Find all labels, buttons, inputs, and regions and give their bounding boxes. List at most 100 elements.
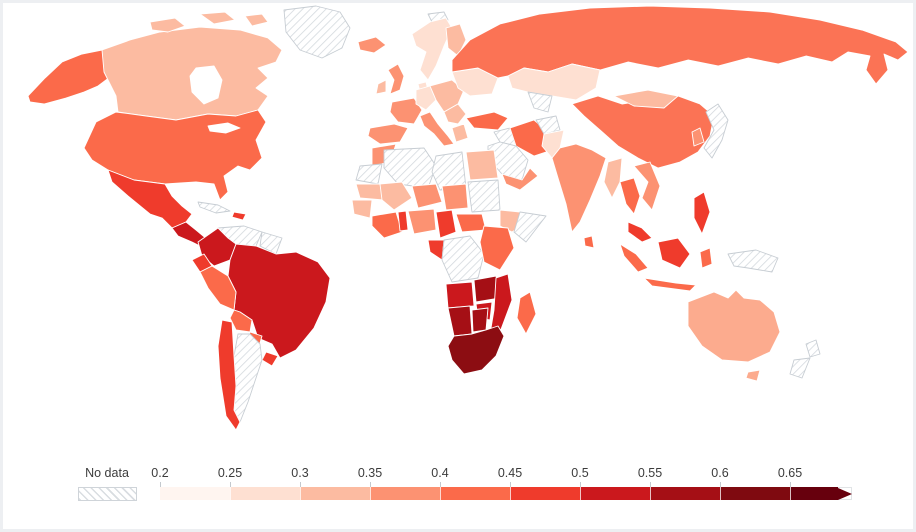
colorbar-tick-label: 0.4 bbox=[431, 466, 449, 480]
colorbar-tick-label: 0.65 bbox=[777, 466, 803, 480]
country-japan bbox=[703, 103, 729, 159]
country-italy bbox=[419, 111, 455, 147]
country-spain-portugal bbox=[367, 123, 409, 145]
colorbar-tick bbox=[230, 482, 231, 487]
country-papua-new-guinea bbox=[727, 249, 779, 273]
country-borneo bbox=[657, 237, 691, 269]
country-algeria bbox=[383, 147, 437, 189]
country-gabon-congo bbox=[427, 239, 445, 261]
country-south-africa bbox=[447, 325, 505, 375]
country-uruguay bbox=[261, 351, 279, 367]
country-canadian-arctic bbox=[199, 11, 236, 25]
colorbar bbox=[160, 487, 852, 500]
colorbar-tick-label: 0.5 bbox=[571, 466, 589, 480]
colorbar-tick-label: 0.3 bbox=[291, 466, 309, 480]
country-australia bbox=[687, 289, 781, 363]
no-data-swatch bbox=[78, 487, 137, 501]
country-ireland bbox=[375, 79, 387, 95]
colorbar-tick bbox=[370, 482, 371, 487]
colorbar-tick bbox=[300, 482, 301, 487]
country-afghanistan bbox=[535, 115, 561, 135]
country-turkey bbox=[465, 111, 509, 131]
country-south-korea bbox=[691, 127, 705, 147]
country-western-sahara bbox=[355, 163, 383, 185]
country-iceland bbox=[357, 36, 387, 54]
country-finland bbox=[445, 23, 467, 57]
colorbar-tick-label: 0.35 bbox=[357, 466, 383, 480]
world-map-svg bbox=[27, 5, 909, 431]
no-data-label: No data bbox=[85, 466, 129, 480]
country-chile bbox=[217, 319, 241, 431]
colorbar-tick-label: 0.25 bbox=[217, 466, 243, 480]
country-drc bbox=[441, 235, 485, 283]
country-indonesia bbox=[699, 247, 713, 269]
country-nigeria bbox=[407, 208, 437, 235]
country-malaysia bbox=[627, 221, 653, 243]
country-central-asia bbox=[527, 91, 553, 113]
colorbar-segment bbox=[300, 487, 370, 500]
country-east-africa bbox=[479, 225, 515, 271]
country-canadian-arctic bbox=[244, 13, 269, 27]
country-sri-lanka bbox=[583, 235, 595, 249]
world-map bbox=[27, 5, 909, 431]
colorbar-segment bbox=[720, 487, 790, 500]
colorbar-segment bbox=[440, 487, 510, 500]
colorbar-tick-label: 0.45 bbox=[497, 466, 523, 480]
country-new-zealand bbox=[789, 357, 811, 379]
colorbar-tick bbox=[510, 482, 511, 487]
country-chad bbox=[441, 183, 469, 211]
country-yemen-oman bbox=[501, 167, 539, 191]
colorbar-tick bbox=[160, 482, 161, 487]
country-norway-sweden bbox=[411, 17, 453, 81]
country-greenland bbox=[283, 5, 351, 59]
country-indonesia bbox=[643, 277, 697, 292]
country-mali bbox=[379, 181, 413, 211]
country-usa bbox=[83, 109, 267, 201]
colorbar-tick bbox=[580, 482, 581, 487]
country-germany bbox=[415, 85, 437, 111]
country-laos-vietnam bbox=[633, 161, 661, 211]
colorbar-segment bbox=[230, 487, 300, 500]
country-indonesia bbox=[619, 243, 649, 273]
colorbar-tick-label: 0.55 bbox=[637, 466, 663, 480]
country-namibia bbox=[447, 305, 473, 337]
country-mongolia bbox=[613, 89, 679, 109]
colorbar-tick bbox=[440, 482, 441, 487]
legend: No data 0.2 0.25 0.3 0.35 0.4 0.45 0.5 0.55 0.6 0… bbox=[78, 458, 890, 510]
country-philippines bbox=[693, 191, 711, 235]
country-argentina bbox=[233, 333, 263, 423]
country-kazakhstan bbox=[507, 63, 601, 101]
country-canadian-arctic bbox=[149, 17, 186, 33]
country-central-african-republic bbox=[455, 213, 487, 233]
colorbar-segment bbox=[160, 487, 230, 500]
colorbar-arrow bbox=[838, 487, 852, 500]
country-greece bbox=[451, 123, 469, 143]
country-niger bbox=[411, 183, 443, 209]
country-balkans bbox=[443, 103, 467, 125]
colorbar-tick bbox=[650, 482, 651, 487]
country-hispaniola bbox=[231, 211, 247, 221]
colorbar-tick bbox=[790, 482, 791, 487]
country-angola bbox=[445, 281, 475, 309]
colorbar-segment bbox=[790, 487, 838, 500]
country-senegal-guinea bbox=[351, 199, 373, 219]
country-thailand bbox=[619, 177, 641, 215]
country-peru bbox=[199, 265, 237, 311]
country-cote-divoire-ghana bbox=[371, 211, 403, 239]
black-sea bbox=[469, 100, 497, 111]
colorbar-segment bbox=[370, 487, 440, 500]
colorbar-segment bbox=[650, 487, 720, 500]
great-lakes bbox=[207, 122, 241, 134]
colorbar-segment bbox=[580, 487, 650, 500]
country-cuba bbox=[197, 201, 231, 214]
country-myanmar bbox=[603, 157, 623, 199]
country-madagascar bbox=[516, 291, 537, 335]
country-france bbox=[389, 97, 423, 125]
country-uk bbox=[387, 63, 405, 95]
country-new-zealand bbox=[805, 339, 821, 358]
country-cameroon bbox=[435, 209, 457, 239]
country-mauritania bbox=[355, 183, 385, 201]
country-togo-benin bbox=[397, 210, 409, 232]
colorbar-segment bbox=[510, 487, 580, 500]
